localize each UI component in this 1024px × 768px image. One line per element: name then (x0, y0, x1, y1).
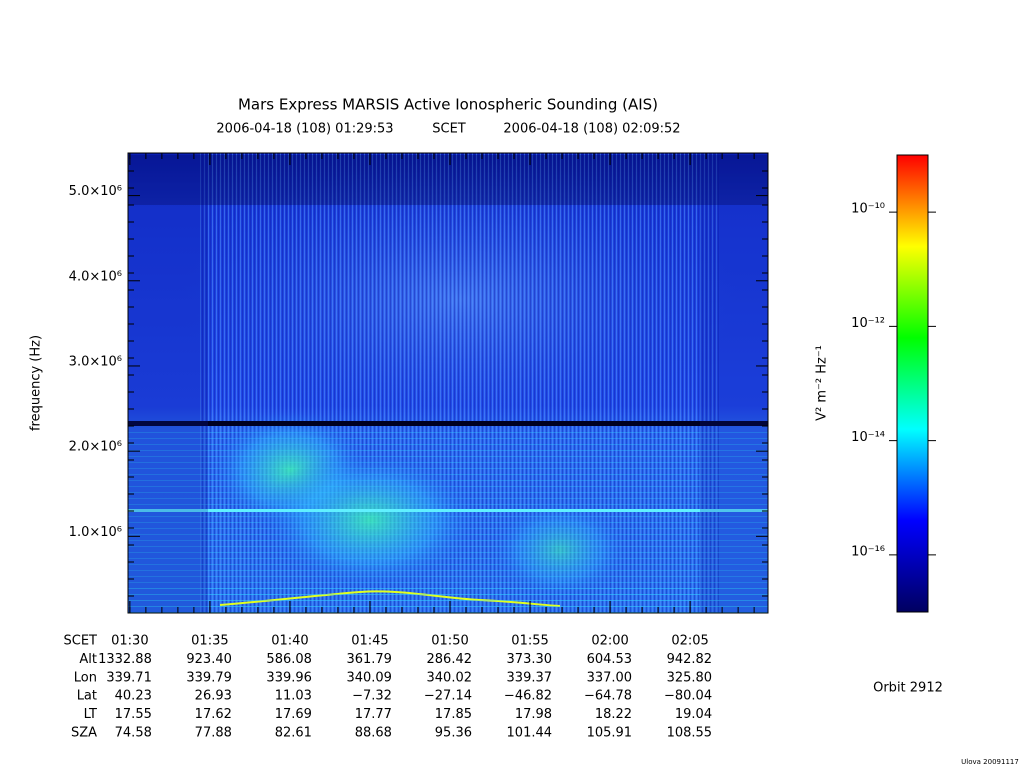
table-cell: 26.93 (195, 689, 232, 704)
table-cell: −46.82 (504, 689, 552, 704)
table-cell: 74.58 (115, 726, 152, 741)
row-label: Lon (74, 670, 97, 685)
y-tick-label: 4.0×10⁶ (69, 269, 122, 284)
y-axis-label: frequency (Hz) (29, 335, 44, 431)
table-cell: 77.88 (195, 726, 232, 741)
time-start: 2006-04-18 (108) 01:29:53 (216, 122, 393, 137)
x-tick-label: 01:35 (191, 634, 228, 649)
table-cell: 339.96 (266, 670, 312, 685)
table-cell: 340.09 (346, 670, 392, 685)
x-tick-label: 01:30 (111, 634, 148, 649)
row-label: SZA (71, 726, 97, 741)
table-cell: 17.62 (195, 707, 232, 722)
table-cell: 586.08 (266, 652, 312, 667)
time-end: 2006-04-18 (108) 02:09:52 (503, 122, 680, 137)
table-cell: 17.55 (115, 707, 152, 722)
x-tick-label: 01:40 (271, 634, 308, 649)
plot-frame (127, 152, 769, 614)
colorbar (896, 154, 929, 613)
table-cell: 101.44 (507, 726, 553, 741)
chart-title: Mars Express MARSIS Active Ionospheric S… (238, 96, 658, 114)
colorbar-tick-label: 10⁻¹² (851, 316, 885, 331)
table-cell: 19.04 (675, 707, 712, 722)
x-tick-label: 02:00 (591, 634, 628, 649)
colorbar-tick-label: 10⁻¹⁴ (851, 430, 885, 445)
y-tick-label: 5.0×10⁶ (69, 184, 122, 199)
table-cell: 95.36 (435, 726, 472, 741)
table-cell: −64.78 (584, 689, 632, 704)
table-cell: 942.82 (667, 652, 713, 667)
table-cell: 339.79 (186, 670, 232, 685)
orbit-label: Orbit 2912 (873, 681, 943, 696)
table-cell: 40.23 (115, 689, 152, 704)
colorbar-tick-label: 10⁻¹⁶ (851, 544, 885, 559)
table-cell: −7.32 (352, 689, 392, 704)
table-cell: 11.03 (275, 689, 312, 704)
row-label: LT (84, 707, 97, 722)
table-cell: 325.80 (667, 670, 713, 685)
table-cell: 286.42 (427, 652, 473, 667)
table-cell: 339.71 (106, 670, 152, 685)
table-cell: 923.40 (186, 652, 232, 667)
time-system: SCET (432, 122, 466, 137)
x-tick-label: 02:05 (671, 634, 708, 649)
table-cell: 17.98 (515, 707, 552, 722)
footer: Ulova 20091117 (961, 758, 1019, 766)
table-cell: 17.69 (275, 707, 312, 722)
row-label: Lat (77, 689, 97, 704)
row-label: SCET (64, 634, 98, 649)
table-cell: 340.02 (427, 670, 473, 685)
table-cell: 88.68 (355, 726, 392, 741)
table-cell: 604.53 (587, 652, 633, 667)
table-cell: 373.30 (507, 652, 553, 667)
colorbar-tick-label: 10⁻¹⁰ (851, 202, 885, 217)
table-cell: 108.55 (667, 726, 713, 741)
table-cell: 337.00 (587, 670, 633, 685)
x-tick-label: 01:50 (431, 634, 468, 649)
y-tick-label: 1.0×10⁶ (69, 525, 122, 540)
table-cell: 17.85 (435, 707, 472, 722)
y-tick-label: 2.0×10⁶ (69, 440, 122, 455)
table-cell: 105.91 (587, 726, 633, 741)
colorbar-label: V² m⁻² Hz⁻¹ (815, 345, 830, 421)
table-cell: 361.79 (346, 652, 392, 667)
table-cell: 339.37 (507, 670, 553, 685)
table-cell: 17.77 (355, 707, 392, 722)
row-label: Alt (79, 652, 97, 667)
table-cell: −80.04 (664, 689, 712, 704)
x-tick-label: 01:45 (351, 634, 388, 649)
y-tick-label: 3.0×10⁶ (69, 354, 122, 369)
table-cell: 1332.88 (98, 652, 152, 667)
table-cell: 18.22 (595, 707, 632, 722)
table-cell: 82.61 (275, 726, 312, 741)
spectrogram-image (128, 153, 768, 613)
x-tick-label: 01:55 (511, 634, 548, 649)
table-cell: −27.14 (424, 689, 472, 704)
